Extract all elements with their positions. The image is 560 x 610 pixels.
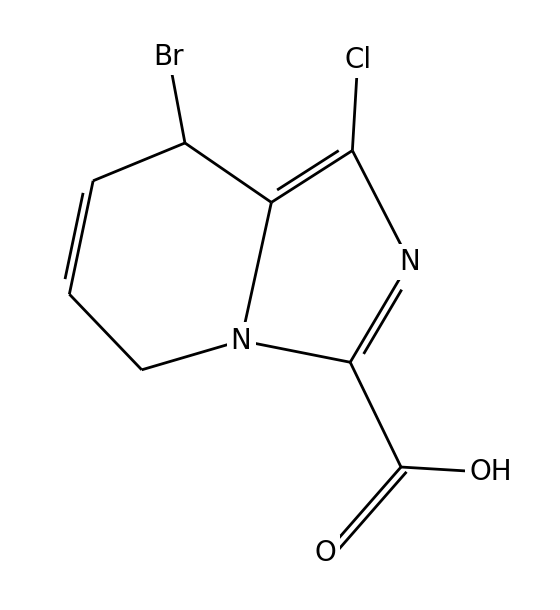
Text: N: N — [399, 248, 420, 276]
Text: Cl: Cl — [344, 46, 371, 74]
Text: OH: OH — [469, 459, 512, 486]
Text: O: O — [315, 539, 336, 567]
Text: N: N — [231, 326, 251, 354]
Text: Br: Br — [153, 43, 184, 71]
